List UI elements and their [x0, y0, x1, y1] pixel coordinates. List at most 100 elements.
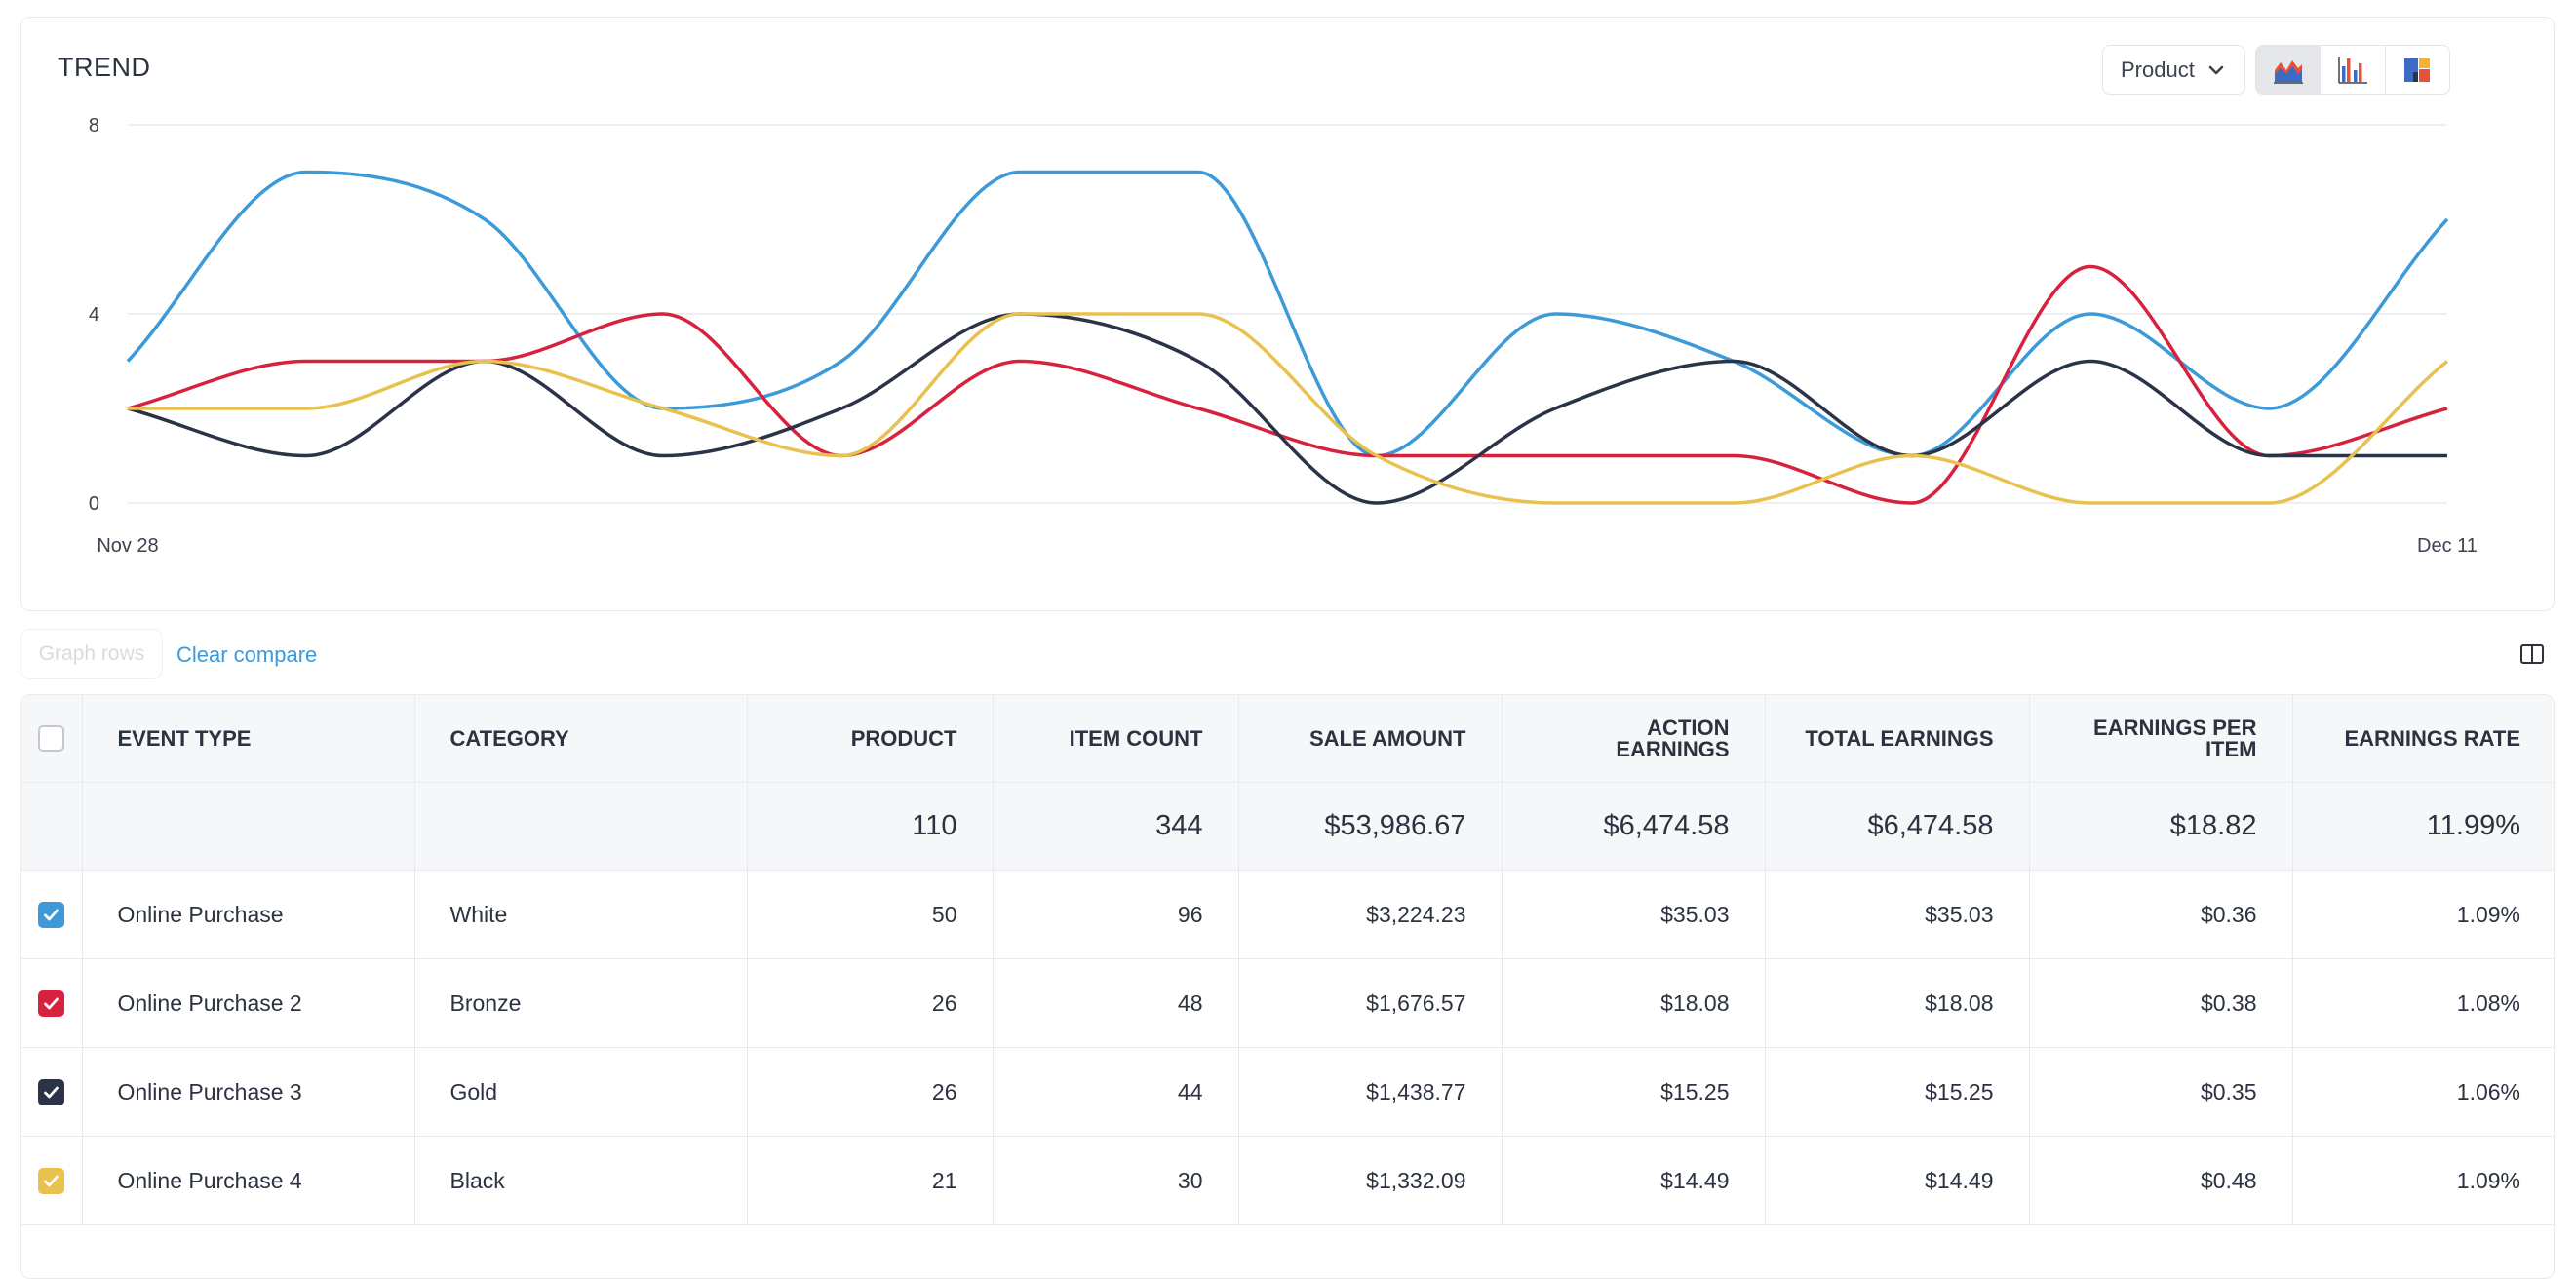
cell-item-count: 44: [993, 1047, 1239, 1137]
series-line-1: [126, 170, 2449, 458]
chart-type-toggle: [2255, 45, 2450, 95]
cell-product: 26: [747, 1047, 994, 1137]
row-checkbox-cell: [21, 870, 83, 959]
cell-earnings-rate: 1.08%: [2292, 958, 2554, 1048]
cell-product: 26: [747, 958, 994, 1048]
totals-cell: $18.82: [2029, 782, 2293, 871]
totals-cell: [21, 782, 83, 871]
trend-chart: 8 4 0 Nov 28 Dec 11: [89, 115, 2478, 557]
check-icon: [44, 909, 59, 921]
totals-cell: [414, 782, 748, 871]
cell-event-type: Online Purchase 2: [82, 958, 415, 1048]
row-checkbox[interactable]: [38, 1168, 65, 1195]
table-row[interactable]: Online Purchase 2 Bronze 26 48 $1,676.57 $18.…: [21, 958, 2554, 1048]
data-table: EVENT TYPE CATEGORY PRODUCT ITEM COUNT S…: [21, 695, 2554, 1225]
x-tick-label: Nov 28: [97, 535, 158, 557]
row-checkbox[interactable]: [38, 902, 65, 929]
check-icon: [44, 997, 59, 1010]
header-total-earnings[interactable]: TOTAL EARNINGS: [1765, 695, 2030, 783]
trend-title: TREND: [58, 53, 151, 82]
totals-cell: $6,474.58: [1765, 782, 2030, 871]
cell-earnings-rate: 1.06%: [2292, 1047, 2554, 1137]
cell-action-earnings: $15.25: [1502, 1047, 1766, 1137]
header-category[interactable]: CATEGORY: [414, 695, 748, 783]
cell-item-count: 96: [993, 870, 1239, 959]
cell-sale-amount: $1,438.77: [1238, 1047, 1503, 1137]
cell-earnings-rate: 1.09%: [2292, 870, 2554, 959]
totals-cell: $53,986.67: [1238, 782, 1503, 871]
cell-product: 50: [747, 870, 994, 959]
totals-cell: $6,474.58: [1502, 782, 1766, 871]
totals-cell: 344: [993, 782, 1239, 871]
cell-event-type: Online Purchase 3: [82, 1047, 415, 1137]
cell-category: White: [414, 870, 748, 959]
row-checkbox-cell: [21, 1136, 83, 1225]
row-checkbox[interactable]: [38, 1079, 65, 1106]
table-row[interactable]: Online Purchase White 50 96 $3,224.23 $35.03 $…: [21, 870, 2554, 959]
cell-sale-amount: $1,676.57: [1238, 958, 1503, 1048]
select-all-cell: [21, 695, 83, 783]
check-icon: [44, 1086, 59, 1099]
cell-sale-amount: $1,332.09: [1238, 1136, 1503, 1225]
treemap-icon: [2404, 58, 2431, 82]
cell-total-earnings: $15.25: [1765, 1047, 2030, 1137]
totals-cell: 110: [747, 782, 994, 871]
cell-earnings-per-item: $0.36: [2029, 870, 2293, 959]
totals-cell: 11.99%: [2292, 782, 2554, 871]
columns-icon[interactable]: [2519, 642, 2545, 666]
table-row[interactable]: Online Purchase 3 Gold 26 44 $1,438.77 $15.25…: [21, 1047, 2554, 1137]
cell-earnings-per-item: $0.35: [2029, 1047, 2293, 1137]
cell-item-count: 30: [993, 1136, 1239, 1225]
cell-total-earnings: $14.49: [1765, 1136, 2030, 1225]
cell-category: Black: [414, 1136, 748, 1225]
header-sale-amount[interactable]: SALE AMOUNT: [1238, 695, 1503, 783]
header-product[interactable]: PRODUCT: [747, 695, 994, 783]
table-toolbar: Graph rows Clear compare: [20, 629, 2555, 681]
cell-earnings-rate: 1.09%: [2292, 1136, 2554, 1225]
bar-chart-icon: [2338, 56, 2367, 84]
cell-action-earnings: $35.03: [1502, 870, 1766, 959]
series-line-4: [128, 312, 2449, 505]
series-line-3: [127, 312, 2447, 505]
y-tick-label: 4: [89, 304, 99, 326]
cell-product: 21: [747, 1136, 994, 1225]
row-checkbox-cell: [21, 1047, 83, 1137]
table-header-row: EVENT TYPE CATEGORY PRODUCT ITEM COUNT S…: [21, 695, 2554, 783]
cell-category: Bronze: [414, 958, 748, 1048]
product-dropdown-label: Product: [2121, 57, 2195, 82]
header-item-count[interactable]: ITEM COUNT: [993, 695, 1239, 783]
chevron-down-icon: [2208, 65, 2224, 74]
cell-item-count: 48: [993, 958, 1239, 1048]
totals-cell: [82, 782, 415, 871]
clear-compare-link[interactable]: Clear compare: [176, 642, 318, 667]
cell-sale-amount: $3,224.23: [1238, 870, 1503, 959]
select-all-checkbox[interactable]: [38, 725, 65, 752]
row-checkbox[interactable]: [38, 990, 65, 1018]
graph-rows-button[interactable]: Graph rows: [20, 629, 163, 679]
cell-action-earnings: $18.08: [1502, 958, 1766, 1048]
cell-earnings-per-item: $0.48: [2029, 1136, 2293, 1225]
header-earnings-per-item[interactable]: EARNINGS PER ITEM: [2029, 695, 2293, 783]
cell-event-type: Online Purchase 4: [82, 1136, 415, 1225]
treemap-button[interactable]: [2386, 46, 2449, 94]
area-chart-button[interactable]: [2256, 46, 2322, 94]
header-event-type[interactable]: EVENT TYPE: [82, 695, 415, 783]
header-earnings-rate[interactable]: EARNINGS RATE: [2292, 695, 2554, 783]
cell-total-earnings: $18.08: [1765, 958, 2030, 1048]
product-dropdown[interactable]: Product: [2102, 45, 2245, 95]
y-tick-label: 8: [89, 115, 99, 136]
header-action-earnings[interactable]: ACTION EARNINGS: [1502, 695, 1766, 783]
check-icon: [44, 1175, 59, 1187]
series-line-2: [127, 264, 2448, 505]
cell-earnings-per-item: $0.38: [2029, 958, 2293, 1048]
table-row[interactable]: Online Purchase 4 Black 21 30 $1,332.09 $14.4…: [21, 1136, 2554, 1225]
bar-chart-button[interactable]: [2321, 46, 2386, 94]
cell-category: Gold: [414, 1047, 748, 1137]
cell-action-earnings: $14.49: [1502, 1136, 1766, 1225]
trend-card: TREND Product: [20, 17, 2555, 611]
row-checkbox-cell: [21, 958, 83, 1048]
y-tick-label: 0: [89, 493, 99, 515]
totals-row: 110 344 $53,986.67 $6,474.58 $6,474.58 $…: [21, 782, 2554, 871]
x-tick-label: Dec 11: [2417, 535, 2478, 557]
cell-event-type: Online Purchase: [82, 870, 415, 959]
